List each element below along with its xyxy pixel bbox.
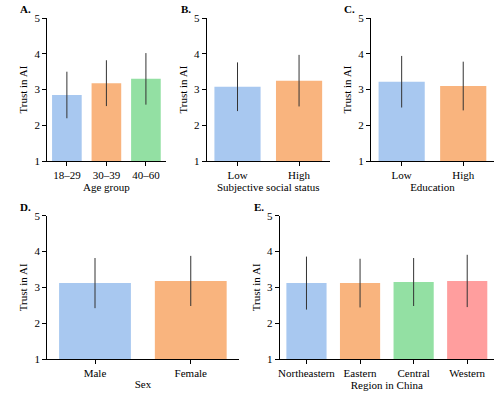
svg-text:Trust in AI: Trust in AI bbox=[177, 65, 189, 113]
svg-text:5: 5 bbox=[34, 12, 40, 24]
svg-text:Subjective social status: Subjective social status bbox=[217, 181, 320, 193]
svg-text:4: 4 bbox=[267, 245, 273, 257]
svg-text:1: 1 bbox=[358, 155, 364, 167]
svg-text:Trust in AI: Trust in AI bbox=[17, 263, 29, 311]
svg-text:1: 1 bbox=[267, 353, 273, 365]
svg-text:Central: Central bbox=[397, 367, 429, 379]
svg-text:2: 2 bbox=[267, 317, 273, 329]
svg-text:Male: Male bbox=[84, 367, 107, 379]
svg-text:3: 3 bbox=[34, 281, 40, 293]
svg-text:1: 1 bbox=[34, 155, 40, 167]
svg-text:1: 1 bbox=[34, 353, 40, 365]
svg-text:2: 2 bbox=[358, 119, 364, 131]
svg-text:E.: E. bbox=[254, 201, 264, 213]
svg-text:Female: Female bbox=[175, 367, 207, 379]
svg-text:Trust in AI: Trust in AI bbox=[250, 263, 262, 311]
svg-text:High: High bbox=[288, 169, 311, 181]
svg-text:4: 4 bbox=[358, 48, 364, 60]
svg-text:Trust in AI: Trust in AI bbox=[341, 65, 353, 113]
svg-text:A.: A. bbox=[20, 3, 31, 15]
svg-text:B.: B. bbox=[181, 3, 191, 15]
svg-text:2: 2 bbox=[34, 317, 40, 329]
svg-text:2: 2 bbox=[34, 119, 40, 131]
svg-text:3: 3 bbox=[267, 281, 273, 293]
svg-text:Eastern: Eastern bbox=[344, 367, 377, 379]
svg-text:High: High bbox=[452, 169, 475, 181]
svg-text:4: 4 bbox=[34, 48, 40, 60]
svg-text:5: 5 bbox=[194, 12, 200, 24]
svg-text:3: 3 bbox=[358, 83, 364, 95]
svg-text:Region in China: Region in China bbox=[351, 379, 423, 391]
svg-text:Education: Education bbox=[410, 181, 455, 193]
svg-text:3: 3 bbox=[194, 83, 200, 95]
svg-text:3: 3 bbox=[34, 83, 40, 95]
svg-text:Age group: Age group bbox=[83, 181, 130, 193]
svg-text:18–29: 18–29 bbox=[53, 169, 81, 181]
svg-text:Northeastern: Northeastern bbox=[278, 367, 335, 379]
svg-text:4: 4 bbox=[34, 245, 40, 257]
svg-text:5: 5 bbox=[358, 12, 364, 24]
svg-text:4: 4 bbox=[194, 48, 200, 60]
svg-text:5: 5 bbox=[267, 210, 273, 222]
svg-text:1: 1 bbox=[194, 155, 200, 167]
svg-text:Low: Low bbox=[227, 169, 247, 181]
svg-text:40–60: 40–60 bbox=[132, 169, 160, 181]
svg-text:D.: D. bbox=[20, 201, 31, 213]
svg-text:Low: Low bbox=[392, 169, 412, 181]
svg-text:C.: C. bbox=[344, 3, 355, 15]
svg-text:30–39: 30–39 bbox=[93, 169, 121, 181]
svg-text:5: 5 bbox=[34, 210, 40, 222]
svg-text:Sex: Sex bbox=[135, 378, 152, 390]
svg-text:2: 2 bbox=[194, 119, 200, 131]
svg-text:Western: Western bbox=[449, 367, 485, 379]
svg-text:Trust in AI: Trust in AI bbox=[17, 65, 29, 113]
